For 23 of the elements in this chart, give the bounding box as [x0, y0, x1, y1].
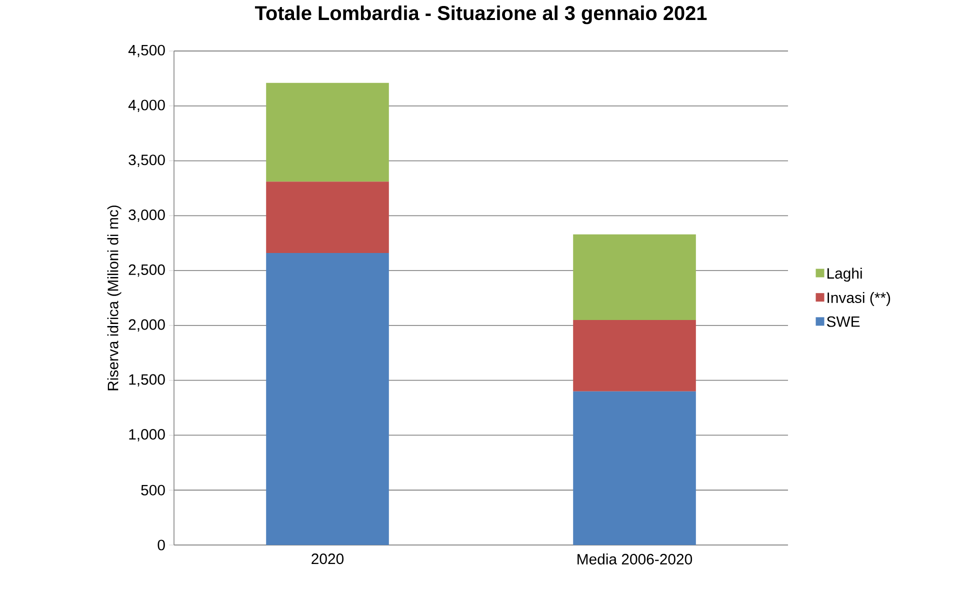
- y-tick-label: 500: [141, 484, 165, 496]
- y-tick-label: 4,000: [128, 100, 165, 112]
- x-tick-label: 2020: [312, 554, 344, 564]
- y-tick-label: 3,000: [128, 209, 165, 222]
- bar: [573, 391, 696, 546]
- chart-title: Totale Lombardia - Situazione al 3 gennaio 2021: [254, 6, 707, 24]
- y-axis-title: Riserva idrica (Milioni di mc): [107, 206, 122, 390]
- bar: [266, 252, 389, 546]
- bar: [266, 82, 389, 182]
- y-tick-label: 2,500: [128, 264, 165, 277]
- y-tick-label: 2,000: [128, 319, 165, 332]
- legend-label: Laghi: [827, 268, 862, 282]
- y-tick-label: 1,000: [129, 429, 165, 442]
- x-tick-label: Media 2006-2020: [578, 554, 692, 564]
- y-tick-label: 0: [158, 540, 165, 550]
- y-tick-label: 3,500: [128, 154, 165, 167]
- y-tick-label: 1,500: [129, 374, 165, 387]
- y-tick-label: 4,500: [128, 44, 165, 58]
- bar: [573, 234, 696, 320]
- legend-label: SWE: [826, 316, 860, 327]
- bar: [266, 182, 389, 253]
- legend-label: Invasi (**): [828, 292, 890, 306]
- bar: [573, 320, 696, 392]
